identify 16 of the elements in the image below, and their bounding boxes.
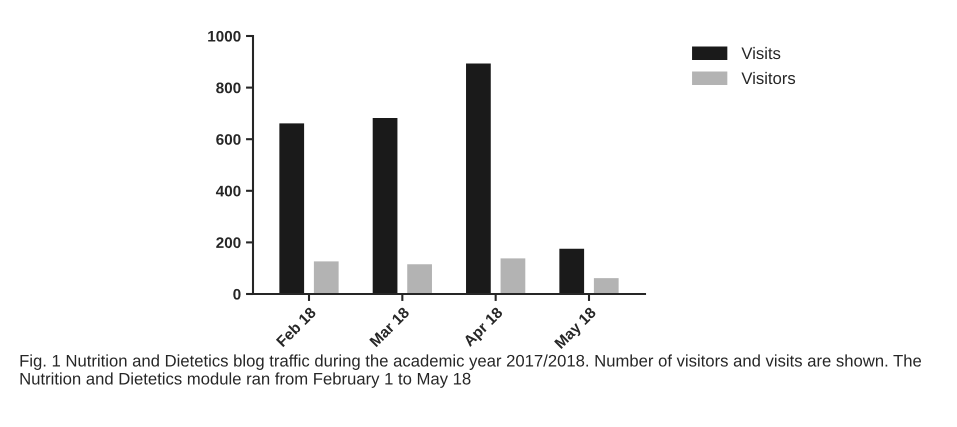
y-tick-label: 1000	[208, 30, 241, 42]
bar	[499, 256, 527, 294]
x-tick-label: Feb 18	[276, 306, 317, 348]
x-tick-label: Mar 18	[369, 306, 410, 348]
bar	[312, 260, 340, 294]
y-tick-label: 600	[216, 134, 241, 145]
y-tick-label: 400	[216, 186, 241, 196]
bar	[592, 276, 620, 294]
y-tick-label: 0	[233, 288, 241, 300]
y-tick-label: 200	[216, 237, 241, 248]
x-tick-label: Apr 18	[462, 306, 506, 350]
y-tick-label: 800	[216, 82, 241, 94]
caption: Fig. 1 Nutrition and Dietetics blog traffic during the academic year 2017/2018. Number of visitors and visits are shown. The Nutrition and Dietetics module ran from February 1 to May 18	[20, 354, 922, 388]
legend-label: Visits	[741, 46, 780, 60]
bar	[406, 262, 434, 294]
legend-label: Visitors	[741, 72, 796, 84]
